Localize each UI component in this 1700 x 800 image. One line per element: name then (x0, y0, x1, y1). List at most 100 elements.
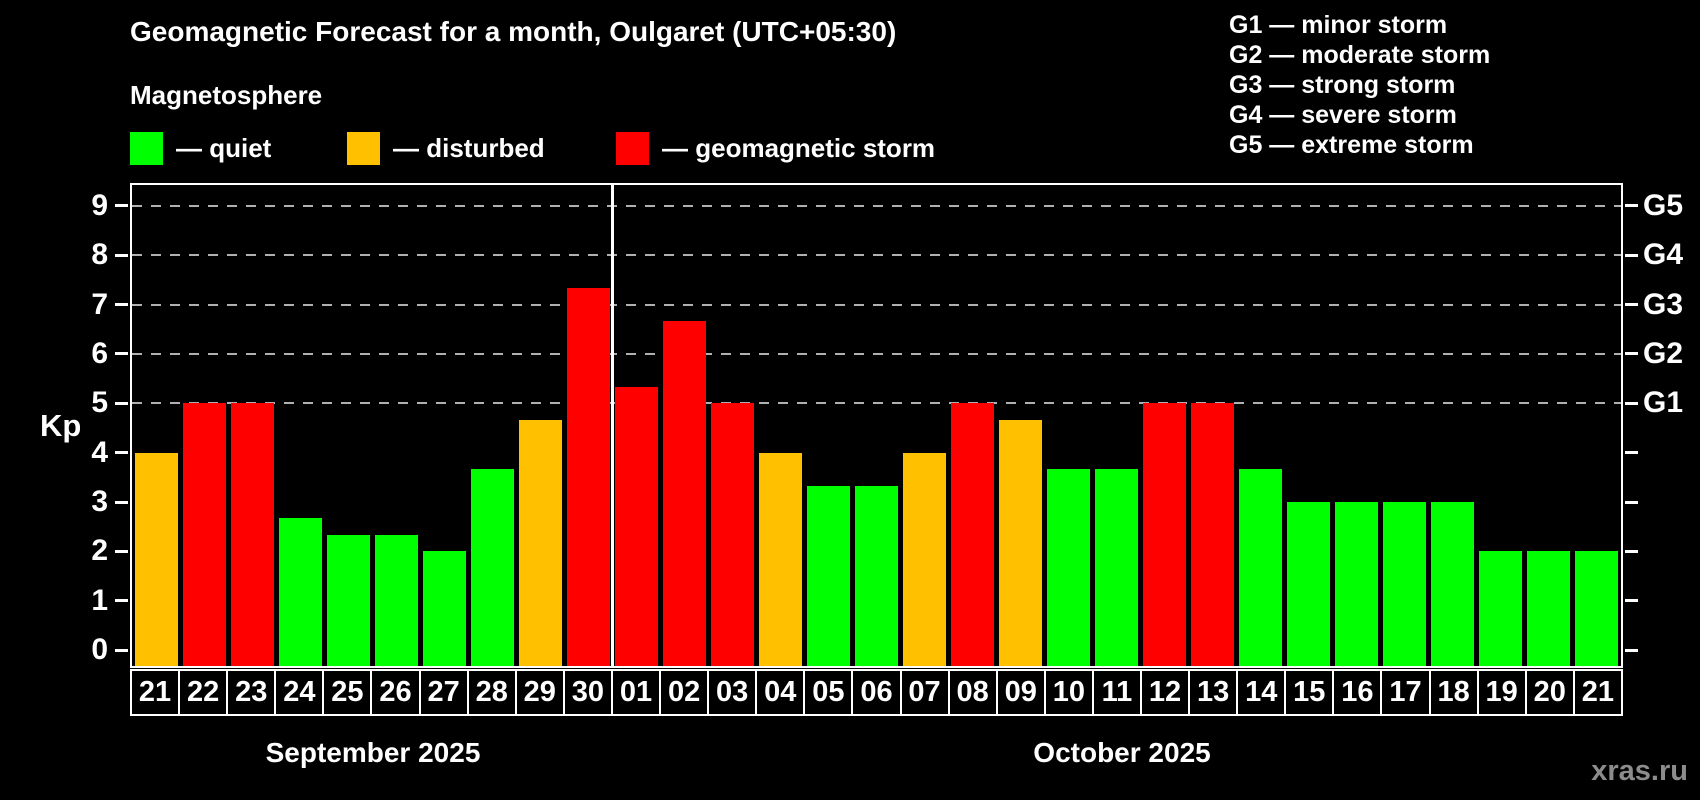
gridline-kp-8 (132, 254, 1621, 257)
day-label-15: 15 (1284, 669, 1335, 716)
day-label-24: 24 (274, 669, 325, 716)
y-axis-label-5: 5 (91, 386, 108, 420)
right-tick-kp-4 (1625, 451, 1638, 455)
kp-bar-day-24-quiet (278, 518, 322, 666)
month-label-october: October 2025 (1033, 737, 1211, 768)
day-label-28: 28 (466, 669, 517, 716)
kp-bar-day-30-storm (566, 288, 610, 666)
gridline-kp-7 (132, 303, 1621, 306)
day-label-06: 06 (851, 669, 902, 716)
kp-bar-day-11-quiet (1095, 468, 1139, 666)
day-label-17: 17 (1380, 669, 1431, 716)
day-label-20: 20 (1524, 669, 1575, 716)
day-label-27: 27 (418, 669, 469, 716)
kp-bar-day-05-quiet (806, 485, 850, 666)
right-axis-label-g5: G5 (1643, 188, 1684, 222)
day-label-04: 04 (755, 669, 806, 716)
day-label-19: 19 (1476, 669, 1527, 716)
day-label-01: 01 (610, 669, 662, 716)
kp-bar-day-14-quiet (1239, 468, 1283, 666)
g-legend-line-g2: G2 — moderate storm (1229, 41, 1491, 69)
kp-bar-day-29-disturbed (518, 419, 562, 666)
kp-bar-day-19-quiet (1479, 551, 1523, 666)
quiet-color-swatch (130, 131, 163, 165)
kp-bar-day-03-storm (710, 403, 754, 666)
g-legend-line-g3: G3 — strong storm (1229, 71, 1456, 99)
kp-bar-day-18-quiet (1431, 502, 1475, 666)
kp-bar-day-28-quiet (470, 468, 514, 666)
y-axis-label-4: 4 (91, 435, 108, 469)
kp-bar-day-27-quiet (422, 551, 466, 666)
xras-watermark: xras.ru (1591, 755, 1688, 787)
kp-bar-day-08-storm (951, 403, 995, 666)
day-label-23: 23 (226, 669, 277, 716)
right-tick-kp-3 (1625, 500, 1638, 504)
left-tick-kp-4 (115, 451, 128, 455)
kp-bar-day-26-quiet (374, 535, 418, 666)
day-label-16: 16 (1332, 669, 1383, 716)
kp-bar-day-23-storm (230, 403, 274, 666)
left-tick-kp-9 (115, 204, 128, 208)
right-tick-kp-8 (1625, 253, 1638, 257)
kp-bar-day-02-storm (662, 320, 706, 666)
day-label-22: 22 (178, 669, 229, 716)
g-legend-line-g5: G5 — extreme storm (1229, 131, 1474, 159)
right-tick-kp-5 (1625, 401, 1638, 405)
day-label-26: 26 (370, 669, 421, 716)
left-tick-kp-2 (115, 549, 128, 553)
left-tick-kp-3 (115, 500, 128, 504)
day-label-11: 11 (1091, 669, 1142, 716)
left-tick-kp-7 (115, 303, 128, 306)
left-tick-kp-6 (115, 352, 128, 356)
disturbed-color-swatch (347, 131, 380, 165)
day-axis-row: 21 22 23 24 25 26 27 28 29 30 01 02 03 04 05 06 07 08 09 10… (130, 669, 1623, 716)
day-label-21: 21 (130, 669, 181, 716)
y-axis-label-2: 2 (91, 534, 108, 568)
left-tick-kp-1 (115, 599, 128, 603)
right-tick-kp-6 (1625, 352, 1638, 356)
right-axis-label-g4: G4 (1643, 238, 1684, 272)
plot-inner: G1 G2 G3 G4 G5 0 1 2 3 4 5 6 7 8 9 (91, 185, 1683, 666)
kp-bar-day-12-storm (1143, 403, 1187, 666)
kp-bar-day-21-quiet (1575, 551, 1619, 666)
kp-bar-day-16-quiet (1335, 502, 1379, 666)
legend-item-quiet: — quiet (130, 131, 271, 165)
y-axis-label-3: 3 (91, 485, 108, 519)
day-label-12: 12 (1139, 669, 1191, 716)
y-axis-label-7: 7 (91, 287, 108, 321)
kp-bar-day-22-storm (182, 403, 226, 666)
g-scale-legend: G1 — minor storm G2 — moderate storm G3 … (1229, 10, 1490, 160)
kp-bar-day-15-quiet (1287, 502, 1331, 666)
right-tick-kp-2 (1625, 549, 1638, 553)
legend-item-disturbed: — disturbed (347, 131, 545, 165)
right-tick-kp-1 (1625, 599, 1638, 603)
month-label-september: September 2025 (265, 737, 481, 768)
kp-bar-day-04-disturbed (758, 452, 802, 666)
g-legend-line-g1: G1 — minor storm (1229, 11, 1448, 39)
left-tick-kp-5 (115, 401, 128, 405)
day-label-05: 05 (803, 669, 854, 716)
chart-subtitle: Magnetosphere (130, 80, 323, 110)
legend-label-quiet: — quiet (176, 132, 272, 163)
y-axis-label-8: 8 (91, 238, 108, 272)
day-label-18: 18 (1428, 669, 1479, 716)
kp-bar-day-17-quiet (1383, 502, 1427, 666)
day-label-03: 03 (707, 669, 758, 716)
storm-color-swatch (616, 131, 649, 165)
gridline-kp-6 (132, 352, 1621, 355)
kp-bar-day-25-quiet (326, 535, 370, 666)
y-axis-label-9: 9 (91, 188, 108, 222)
day-label-30: 30 (562, 669, 613, 716)
gridline-kp-5 (132, 402, 1621, 405)
kp-bar-chart-plot-area: G1 G2 G3 G4 G5 0 1 2 3 4 5 6 7 8 9 (91, 183, 1683, 668)
kp-bar-day-10-quiet (1047, 468, 1091, 666)
y-axis-label-1: 1 (91, 583, 108, 617)
y-axis-title-kp: Kp (40, 408, 82, 443)
legend-label-storm: — geomagnetic storm (662, 132, 936, 163)
day-label-25: 25 (322, 669, 373, 716)
day-label-02: 02 (659, 669, 710, 716)
legend-item-storm: — geomagnetic storm (616, 131, 935, 165)
day-label-08: 08 (947, 669, 998, 716)
left-tick-kp-8 (115, 253, 128, 257)
day-label-14: 14 (1236, 669, 1287, 716)
